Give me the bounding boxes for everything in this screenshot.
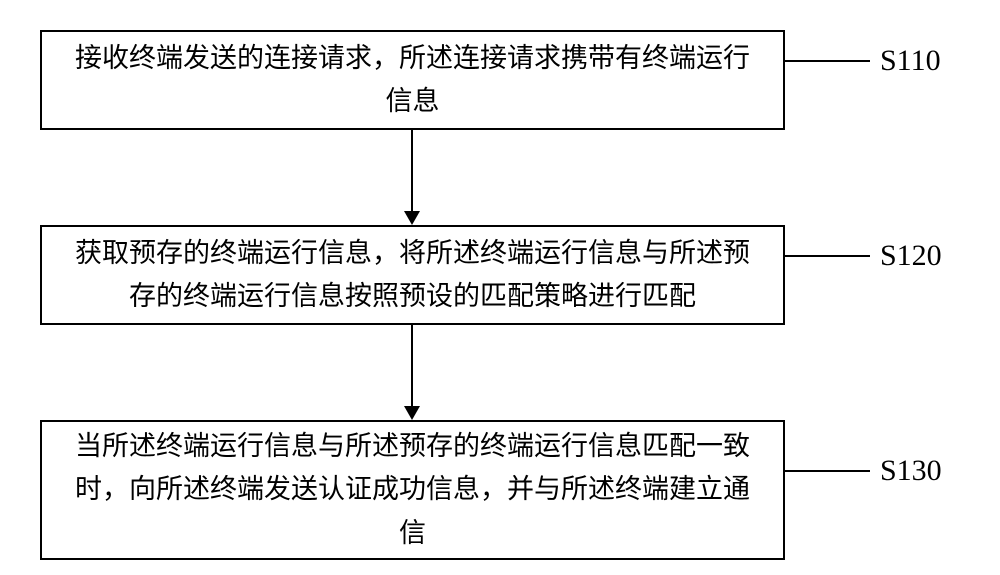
flow-step-s130: 当所述终端运行信息与所述预存的终端运行信息匹配一致 时，向所述终端发送认证成功信… [40, 420, 785, 560]
step-label-s120: S120 [880, 239, 942, 273]
flowchart-canvas: 接收终端发送的连接请求，所述连接请求携带有终端运行 信息 S110 获取预存的终… [0, 0, 1000, 575]
step-text-line: 信 [399, 518, 426, 548]
flow-arrow [411, 325, 413, 420]
lead-line [785, 60, 870, 62]
step-text-line: 当所述终端运行信息与所述预存的终端运行信息匹配一致 [75, 431, 750, 461]
flow-arrow [411, 130, 413, 225]
flow-step-s120: 获取预存的终端运行信息，将所述终端运行信息与所述预 存的终端运行信息按照预设的匹… [40, 225, 785, 325]
step-text-line: 信息 [386, 86, 440, 116]
step-text-line: 获取预存的终端运行信息，将所述终端运行信息与所述预 [75, 238, 750, 268]
flow-step-s110: 接收终端发送的连接请求，所述连接请求携带有终端运行 信息 [40, 30, 785, 130]
lead-line [785, 470, 870, 472]
step-text-line: 存的终端运行信息按照预设的匹配策略进行匹配 [129, 281, 696, 311]
step-label-s110: S110 [880, 44, 941, 78]
lead-line [785, 255, 870, 257]
step-label-s130: S130 [880, 454, 942, 488]
step-text-line: 接收终端发送的连接请求，所述连接请求携带有终端运行 [75, 43, 750, 73]
step-text-line: 时，向所述终端发送认证成功信息，并与所述终端建立通 [75, 474, 750, 504]
